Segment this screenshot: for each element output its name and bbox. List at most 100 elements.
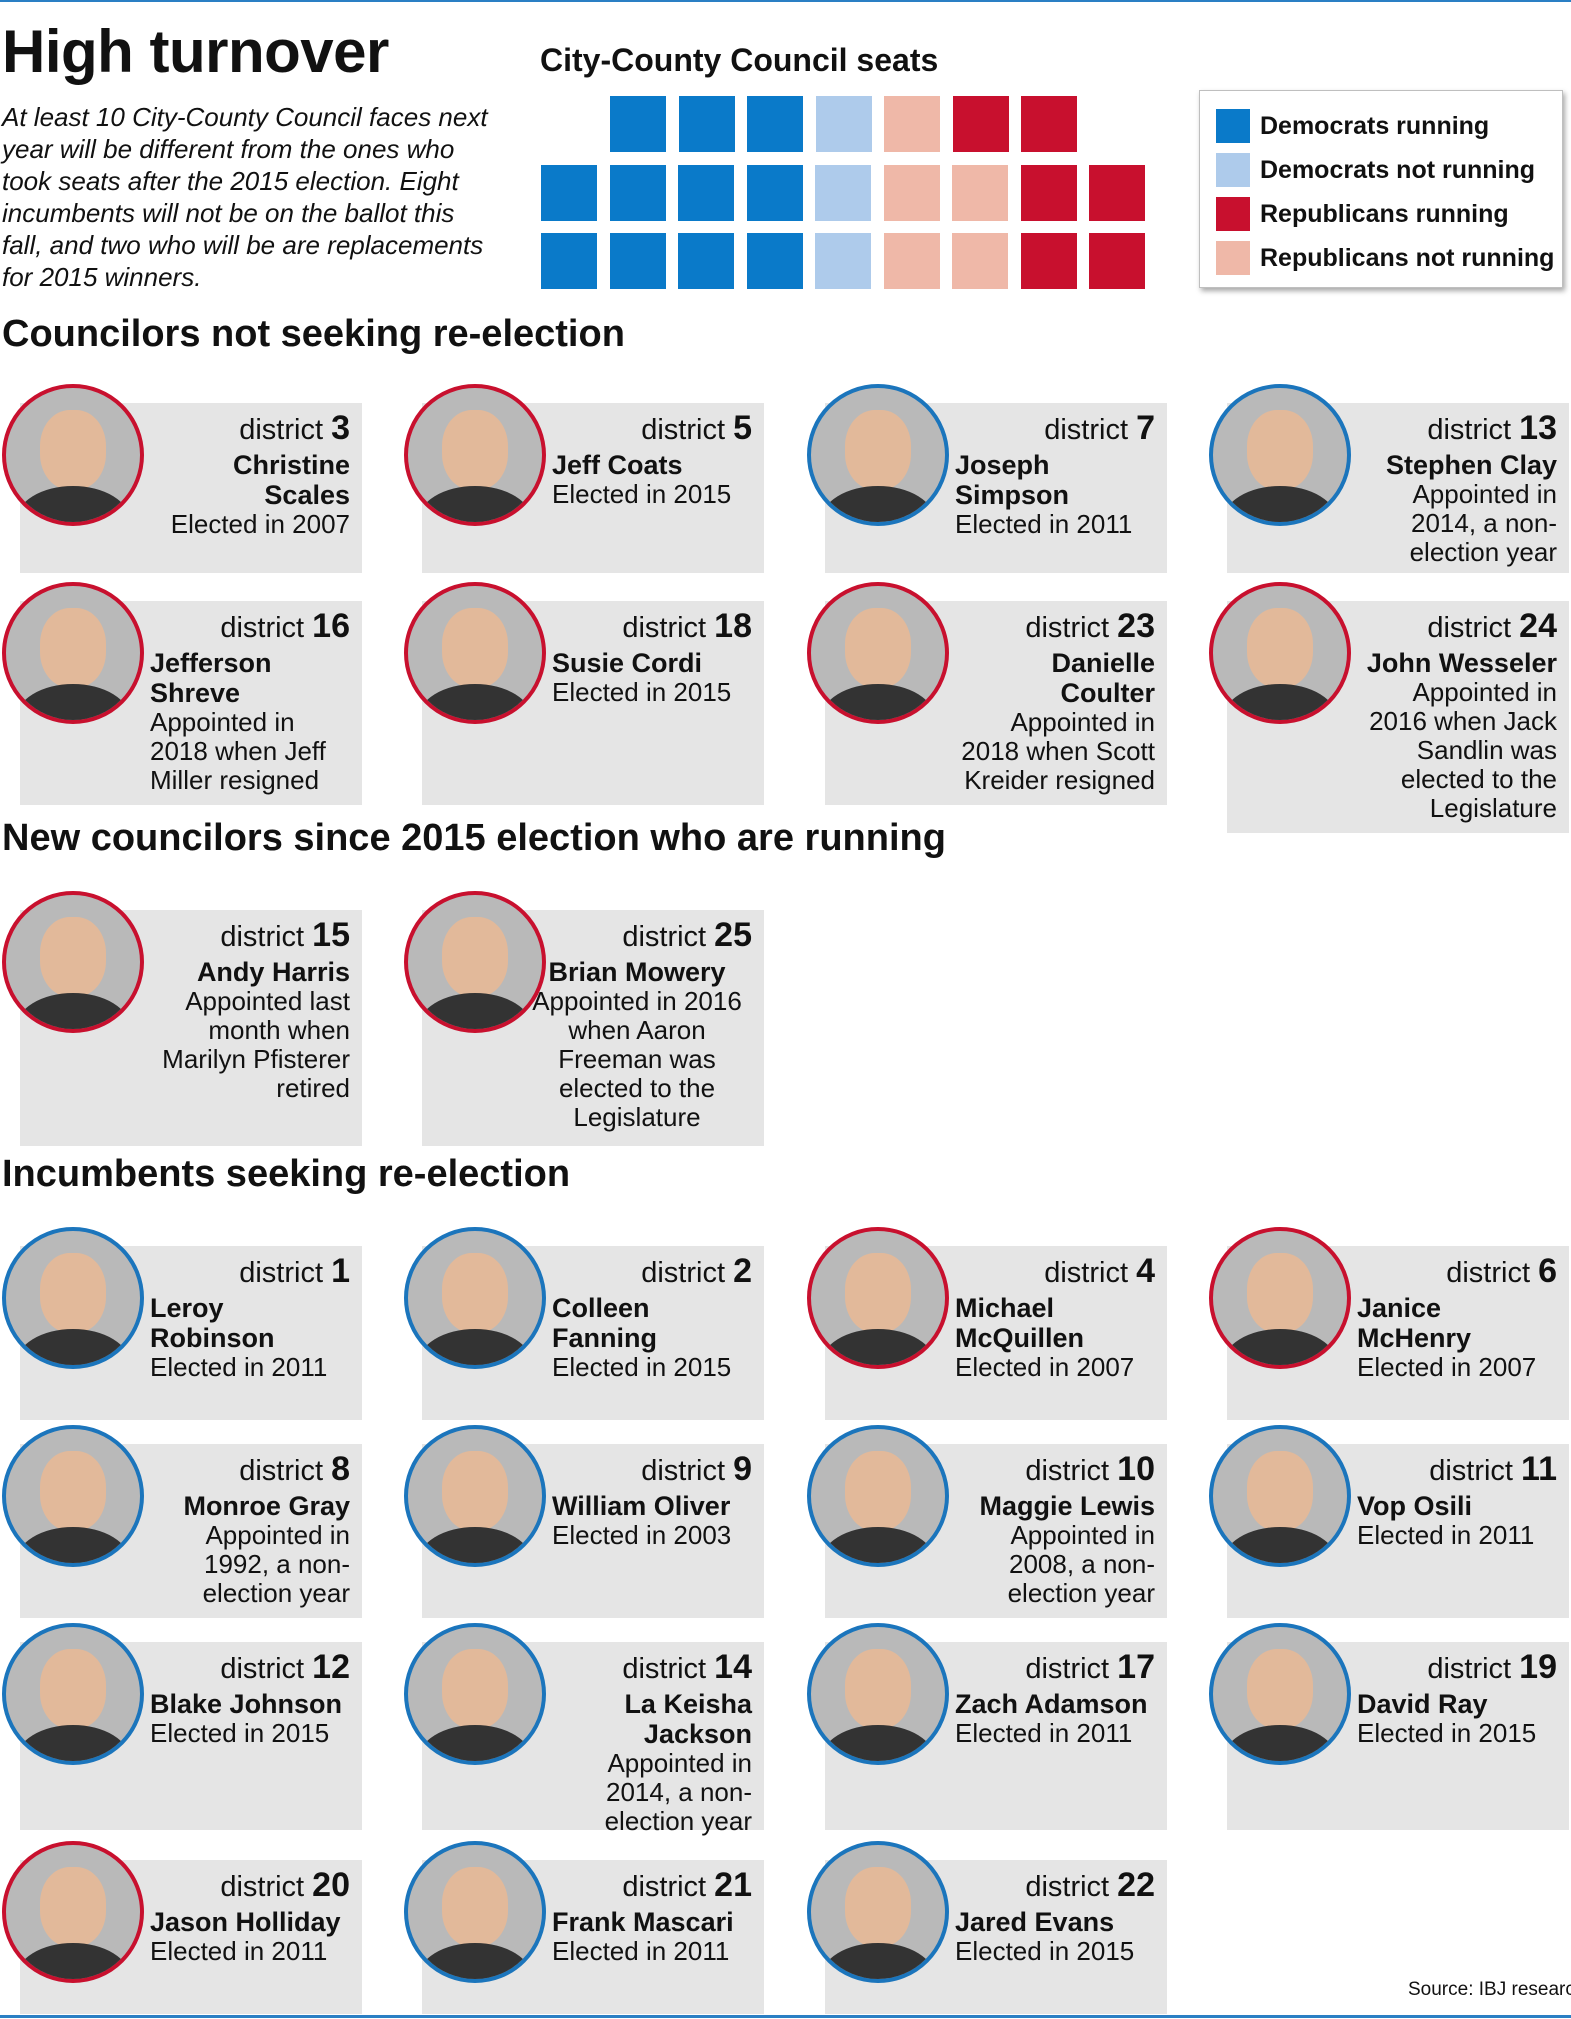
councilor-tenure: Appointed in 2018 when Scott Kreider res…	[961, 707, 1155, 795]
councilor-name: Leroy Robinson	[150, 1293, 275, 1353]
district-number: 22	[1117, 1866, 1155, 1904]
photo-shoulders	[1223, 684, 1337, 720]
photo-shoulders	[1223, 486, 1337, 522]
district-number: 21	[714, 1866, 752, 1904]
councilor-name: John Wesseler	[1366, 648, 1557, 678]
councilor-tenure: Elected in 2011	[955, 509, 1133, 539]
district-number: 16	[312, 607, 350, 645]
seat-dem-running	[678, 233, 734, 289]
photo-shoulders	[418, 993, 532, 1029]
photo-face	[442, 917, 508, 997]
district-number: 6	[1538, 1252, 1557, 1290]
card-text: district 16 Jefferson Shreve Appointed in …	[150, 608, 350, 795]
photo-face	[40, 608, 106, 688]
district-word: district	[1429, 1455, 1522, 1487]
legend: Democrats running Democrats not running …	[1199, 90, 1563, 288]
card-text: district 13 Stephen Clay Appointed in 2014…	[1357, 410, 1557, 567]
seat-rep-running	[1020, 165, 1077, 221]
district-label: district 18	[552, 608, 752, 646]
card-text: district 24 John Wesseler Appointed in 201…	[1357, 608, 1557, 823]
councilor-tenure: Elected in 2015	[955, 1936, 1135, 1966]
councilor-photo	[1209, 384, 1351, 526]
photo-face	[1247, 1451, 1313, 1531]
councilor-photo	[404, 1227, 546, 1369]
district-label: district 8	[150, 1451, 350, 1489]
seat-rep-running	[1089, 233, 1145, 289]
district-number: 15	[312, 916, 350, 954]
district-label: district 4	[955, 1253, 1155, 1291]
councilor-tenure: Appointed last month when Marilyn Pfiste…	[162, 986, 350, 1103]
legend-swatch	[1216, 153, 1250, 187]
photo-shoulders	[16, 684, 130, 720]
photo-face	[845, 1867, 911, 1947]
card-text: district 25 Brian Mowery Appointed in 2016…	[522, 917, 752, 1132]
photo-face	[40, 917, 106, 997]
district-number: 4	[1136, 1252, 1155, 1290]
district-number: 1	[331, 1252, 350, 1290]
district-word: district	[1446, 1257, 1539, 1289]
photo-shoulders	[418, 1943, 532, 1979]
district-label: district 16	[150, 608, 350, 646]
councilor-name: Christine Scales	[232, 450, 350, 510]
councilor-tenure: Elected in 2011	[150, 1936, 328, 1966]
district-word: district	[220, 1653, 313, 1685]
photo-face	[442, 608, 508, 688]
councilor-photo	[807, 1623, 949, 1765]
card-text: district 23 Danielle Coulter Appointed in …	[955, 608, 1155, 795]
district-word: district	[622, 921, 715, 953]
card-text: district 5 Jeff Coats Elected in 2015	[552, 410, 752, 509]
district-label: district 13	[1357, 410, 1557, 448]
district-number: 10	[1117, 1450, 1155, 1488]
councilor-name: Danielle Coulter	[1051, 648, 1155, 708]
photo-shoulders	[418, 486, 532, 522]
photo-shoulders	[16, 1943, 130, 1979]
councilor-photo	[2, 582, 144, 724]
councilor-photo	[2, 384, 144, 526]
photo-face	[40, 1451, 106, 1531]
legend-swatch	[1216, 109, 1250, 143]
councilor-tenure: Appointed in 2014, a non-election year	[1409, 479, 1557, 567]
photo-face	[40, 1867, 106, 1947]
councilor-photo	[1209, 1623, 1351, 1765]
councilor-name: Colleen Fanning	[552, 1293, 657, 1353]
seat-rep-running	[1089, 165, 1145, 221]
councilor-photo	[1209, 1227, 1351, 1369]
card-text: district 1 Leroy Robinson Elected in 2011	[150, 1253, 350, 1382]
councilor-photo	[2, 1623, 144, 1765]
seat-rep-not-running	[884, 96, 940, 152]
district-label: district 10	[955, 1451, 1155, 1489]
photo-face	[845, 608, 911, 688]
councilor-name: Jeff Coats	[552, 450, 683, 480]
photo-shoulders	[821, 486, 935, 522]
councilor-tenure: Appointed in 2016 when Jack Sandlin was …	[1369, 677, 1557, 823]
councilor-tenure: Elected in 2007	[170, 509, 350, 539]
district-label: district 3	[150, 410, 350, 448]
seat-rep-running	[1021, 96, 1077, 152]
district-label: district 1	[150, 1253, 350, 1291]
seat-dem-running	[541, 165, 597, 221]
photo-face	[1247, 410, 1313, 490]
councilor-name: William Oliver	[552, 1491, 731, 1521]
councilor-tenure: Elected in 2003	[552, 1520, 732, 1550]
district-label: district 22	[955, 1867, 1155, 1905]
card-text: district 18 Susie Cordi Elected in 2015	[552, 608, 752, 707]
photo-face	[442, 410, 508, 490]
district-label: district 20	[150, 1867, 350, 1905]
legend-label: Democrats running	[1260, 111, 1490, 140]
card-text: district 8 Monroe Gray Appointed in 1992, …	[150, 1451, 350, 1608]
photo-shoulders	[821, 1725, 935, 1761]
legend-item-rep-running: Republicans running	[1216, 196, 1509, 232]
page-title: High turnover	[2, 18, 389, 85]
councilor-name: Monroe Gray	[183, 1491, 350, 1521]
councilor-tenure: Elected in 2011	[150, 1352, 328, 1382]
councilor-photo	[404, 1425, 546, 1567]
photo-face	[442, 1867, 508, 1947]
councilor-name: Maggie Lewis	[979, 1491, 1155, 1521]
photo-shoulders	[1223, 1329, 1337, 1365]
district-word: district	[1025, 612, 1118, 644]
councilor-tenure: Elected in 2015	[552, 479, 732, 509]
district-label: district 23	[955, 608, 1155, 646]
district-label: district 21	[552, 1867, 752, 1905]
district-number: 8	[331, 1450, 350, 1488]
councilor-photo	[404, 891, 546, 1033]
